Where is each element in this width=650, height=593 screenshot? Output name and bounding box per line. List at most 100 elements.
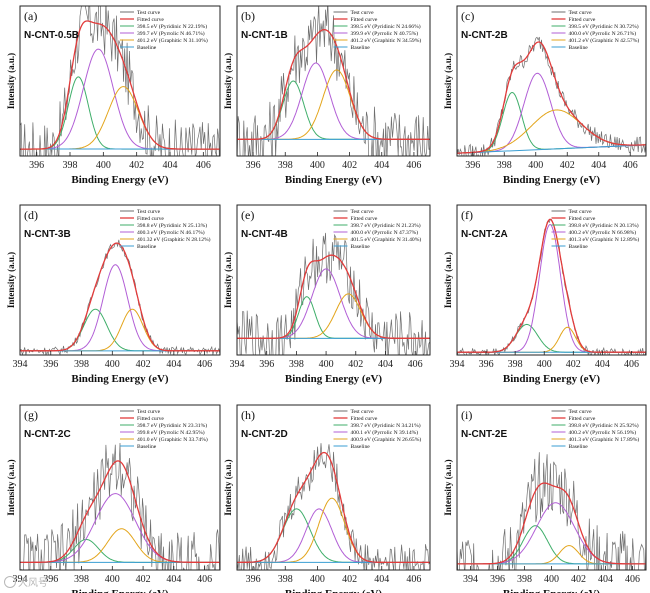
legend-entry: 400.0 eV (Pyrrolic N 47.37%) <box>351 229 419 236</box>
legend-entry: Fitted curve <box>569 17 596 23</box>
legend-entry: Baseline <box>351 45 371 51</box>
legend-entry: 398.7 eV (Pyridinic N 23.31%) <box>137 422 207 429</box>
fitted-curve <box>457 482 646 565</box>
legend-entry: Fitted curve <box>351 17 378 23</box>
x-tick-label: 404 <box>166 359 181 370</box>
x-tick-label: 402 <box>136 574 151 585</box>
legend-entry: 399.8 eV (Pyrrolic N 42.95%) <box>137 429 205 436</box>
x-axis-label: Binding Energy (eV) <box>285 373 383 385</box>
panel-letter: (a) <box>24 9 37 23</box>
x-tick-label: 402 <box>129 160 144 171</box>
chart-panel-5: 394 396 398 400 402 404 406 Binding Energy (eV)… <box>223 204 431 385</box>
x-tick-label: 406 <box>406 574 421 585</box>
test-curve <box>20 239 220 355</box>
x-tick-label: 396 <box>465 160 480 171</box>
panel-letter: (h) <box>241 408 255 422</box>
legend-entry: Baseline <box>351 444 371 450</box>
test-curve <box>237 443 430 570</box>
plot-area <box>237 232 430 355</box>
legend-entry: 398.7 eV (Pyridinic N 21.23%) <box>351 222 421 229</box>
legend-entry: Baseline <box>137 444 157 450</box>
x-tick-label: 406 <box>197 359 212 370</box>
legend-entry: 401.3 eV (Graphitic N 12.89%) <box>569 236 640 243</box>
panel-letter: (e) <box>241 208 254 222</box>
x-tick-label: 404 <box>378 359 393 370</box>
sample-name: N-CNT-2A <box>461 229 508 240</box>
fitted-curve <box>20 20 220 150</box>
x-tick-label: 396 <box>246 574 261 585</box>
chart-panel-4: 394 396 398 400 402 404 406 Binding Energy (eV)… <box>6 204 221 385</box>
plot-frame <box>236 404 431 571</box>
legend-entry: Test curve <box>351 10 375 16</box>
legend-entry: Fitted curve <box>569 416 596 422</box>
sample-name: N-CNT-2E <box>461 429 507 440</box>
x-tick-label: 406 <box>197 574 212 585</box>
x-tick-label: 400 <box>319 359 334 370</box>
legend-entry: 398.5 eV (Pyridinic N 30.72%) <box>569 23 639 30</box>
x-tick-label: 406 <box>625 574 640 585</box>
sample-name: N-CNT-4B <box>241 229 288 240</box>
y-axis-label: Intensity (a.u.) <box>223 459 233 515</box>
x-tick-label: 400 <box>310 160 325 171</box>
legend-entry: 401.32 eV (Graphitic N 28.12%) <box>137 236 211 243</box>
test-curve <box>237 6 430 156</box>
x-tick-label: 394 <box>463 574 478 585</box>
fitted-curve <box>20 242 220 352</box>
legend-entry: 398.8 eV (Pyridinic N 25.92%) <box>569 422 639 429</box>
x-tick-label: 394 <box>13 359 28 370</box>
x-tick-label: 404 <box>595 359 610 370</box>
legend-entry: Test curve <box>569 209 593 215</box>
legend-entry: 400.2 eV (Pyrrolic N 56.19%) <box>569 429 637 436</box>
legend-entry: Test curve <box>569 10 593 16</box>
x-axis-label: Binding Energy (eV) <box>71 588 169 593</box>
x-tick-label: 400 <box>96 160 111 171</box>
x-axis-label: Binding Energy (eV) <box>503 373 601 385</box>
legend-entry: 401.3 eV (Graphitic N 17.89%) <box>569 436 640 443</box>
x-tick-label: 396 <box>29 160 44 171</box>
legend-entry: 401.2 eV (Graphitic N 31.10%) <box>137 37 208 44</box>
legend-entry: Fitted curve <box>137 216 164 222</box>
legend-entry: Test curve <box>137 209 161 215</box>
legend-entry: 399.7 eV (Pyrrolic N 46.71%) <box>137 30 205 37</box>
x-tick-label: 394 <box>450 359 465 370</box>
legend-entry: Baseline <box>351 244 371 250</box>
component-curve-3 <box>20 528 220 563</box>
panel-letter: (f) <box>461 208 473 222</box>
sample-name: N-CNT-2C <box>24 429 71 440</box>
x-tick-label: 396 <box>259 359 274 370</box>
x-tick-label: 400 <box>105 359 120 370</box>
x-tick-label: 396 <box>43 359 58 370</box>
plot-area <box>20 239 220 355</box>
test-curve <box>457 36 646 156</box>
legend-entry: Fitted curve <box>569 216 596 222</box>
legend-entry: 398.7 eV (Pyridinic N 34.21%) <box>351 422 421 429</box>
plot-frame <box>456 204 647 356</box>
panel-letter: (i) <box>461 408 472 422</box>
test-curve <box>237 232 430 355</box>
plot-frame <box>236 204 431 356</box>
x-tick-label: 400 <box>105 574 120 585</box>
component-curve-3 <box>20 308 220 352</box>
plot-frame <box>236 5 431 157</box>
x-tick-label: 402 <box>560 160 575 171</box>
y-axis-label: Intensity (a.u.) <box>443 459 453 515</box>
legend-entry: Test curve <box>351 409 375 415</box>
fitted-curve <box>20 460 220 564</box>
plot-area <box>457 218 646 355</box>
panel-letter: (c) <box>461 9 474 23</box>
legend-entry: Baseline <box>569 45 589 51</box>
fitted-curve <box>237 29 430 140</box>
sample-name: N-CNT-2D <box>241 429 288 440</box>
x-tick-label: 398 <box>278 160 293 171</box>
component-curve-3 <box>457 326 646 353</box>
component-curve-2 <box>237 268 430 339</box>
x-axis-label: Binding Energy (eV) <box>503 174 601 186</box>
legend-entry: 400.3 eV (Pyrrolic N 46.17%) <box>137 229 205 236</box>
x-tick-label: 396 <box>479 359 494 370</box>
legend-entry: Baseline <box>137 244 157 250</box>
